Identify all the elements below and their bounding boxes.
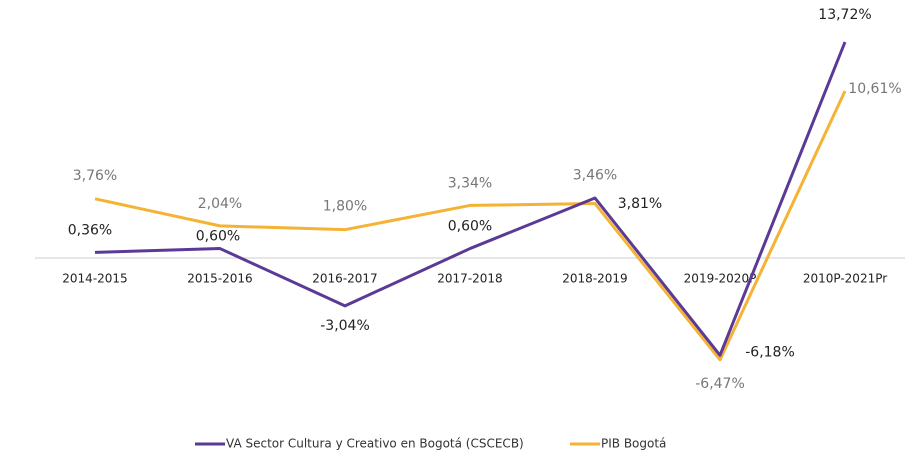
data-label: 0,36%	[68, 222, 112, 238]
data-label: 3,81%	[618, 196, 662, 212]
x-tick-label: 2015-2016	[187, 272, 252, 286]
x-tick-label: 2018-2019	[562, 272, 627, 286]
data-label: -6,47%	[695, 376, 745, 392]
series-line	[94, 90, 847, 362]
data-label: 3,76%	[73, 168, 117, 184]
data-label: 13,72%	[818, 7, 871, 23]
data-label: 3,46%	[573, 168, 617, 184]
x-tick-label: 2019-2020P	[684, 272, 757, 286]
x-tick-label: 2014-2015	[62, 272, 127, 286]
data-label: 0,60%	[448, 219, 492, 235]
data-label: 3,34%	[448, 175, 492, 191]
data-label: 0,60%	[196, 229, 240, 245]
data-label: 10,61%	[848, 81, 901, 97]
series-line	[94, 41, 847, 357]
data-label: 1,80%	[323, 199, 367, 215]
legend-label: VA Sector Cultura y Creativo en Bogotá (…	[226, 437, 524, 451]
x-tick-label: 2010P-2021Pr	[803, 272, 887, 286]
legend-label: PIB Bogotá	[601, 437, 666, 451]
x-tick-label: 2017-2018	[437, 272, 502, 286]
data-label: -3,04%	[320, 318, 370, 334]
x-tick-label: 2016-2017	[312, 272, 377, 286]
data-label: 2,04%	[198, 196, 242, 212]
data-label: -6,18%	[745, 344, 795, 360]
